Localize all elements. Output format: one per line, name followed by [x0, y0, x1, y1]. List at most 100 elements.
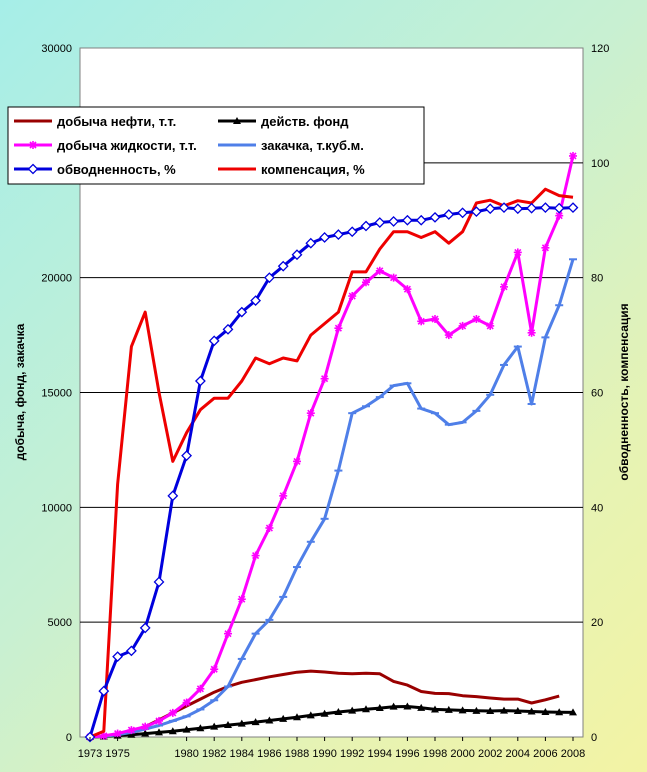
data-point-4-34: [553, 202, 565, 214]
data-point-1-20: [362, 705, 370, 713]
x-tick-label-7: 1990: [312, 748, 336, 760]
data-point-4-26: [443, 209, 455, 220]
data-point-2-13: [265, 524, 274, 533]
data-point-2-7: [182, 698, 191, 707]
data-point-2-20: [362, 278, 370, 287]
data-point-4-7: [181, 450, 193, 462]
data-point-2-28: [472, 315, 481, 324]
data-point-2-8: [196, 684, 205, 693]
data-point-4-21: [374, 217, 386, 228]
data-point-4-33: [539, 202, 551, 214]
data-point-4-12: [250, 295, 262, 307]
data-point-2-16: [306, 409, 315, 418]
x-tick-label-8: 1992: [340, 748, 364, 760]
y2-tick-label-0: 0: [591, 732, 597, 744]
data-point-4-9: [208, 335, 220, 347]
data-point-1-31: [513, 707, 522, 715]
data-point-4-6: [167, 490, 179, 502]
x-tick-label-11: 1998: [423, 748, 447, 760]
data-point-4-23: [401, 214, 413, 226]
legend-entry-0: добыча нефти, т.т.: [14, 114, 176, 129]
data-point-4-1: [98, 685, 110, 697]
legend-marker-1: [233, 117, 241, 124]
data-point-2-33: [541, 243, 550, 252]
data-point-1-16: [306, 711, 315, 719]
data-point-1-15: [293, 713, 301, 721]
data-point-2-19: [348, 292, 357, 301]
data-point-1-6: [168, 727, 177, 735]
legend-entry-1: действ. фонд: [218, 114, 349, 129]
x-tick-label-6: 1988: [285, 748, 309, 760]
legend-label-1: действ. фонд: [261, 114, 349, 129]
x-tick-label-4: 1984: [230, 748, 254, 760]
legend: добыча нефти, т.т. действ. фонд добыча жид…: [7, 106, 425, 185]
data-point-1-25: [431, 705, 439, 713]
data-point-2-15: [293, 457, 301, 466]
y2-tick-label-4: 80: [591, 273, 603, 285]
data-point-1-28: [472, 706, 481, 714]
x-tick-label-14: 2004: [506, 748, 530, 760]
series-layer: [84, 151, 579, 743]
x-tick-label-16: 2008: [561, 748, 585, 760]
data-point-2-23: [403, 285, 412, 294]
data-point-4-25: [429, 211, 441, 223]
data-point-1-21: [375, 704, 384, 712]
data-point-2-27: [458, 321, 467, 330]
legend-label-3: закачка, т.куб.м.: [261, 138, 364, 153]
data-point-1-35: [569, 708, 577, 716]
x-tick-label-2: 1980: [174, 748, 198, 760]
data-point-2-30: [500, 282, 508, 291]
data-point-1-30: [500, 706, 508, 714]
y-tick-label-0: 0: [66, 732, 72, 744]
legend-entry-5: компенсация, %: [218, 162, 365, 177]
data-point-1-27: [458, 706, 467, 714]
data-point-1-17: [320, 709, 329, 717]
series-2: [86, 151, 577, 741]
data-point-4-5: [153, 576, 165, 588]
y-tick-label-6: 30000: [41, 43, 72, 55]
data-point-1-34: [555, 708, 564, 716]
x-tick-label-10: 1996: [395, 748, 419, 760]
data-point-1-4: [141, 729, 150, 737]
data-point-4-3: [125, 645, 137, 657]
data-point-4-11: [236, 306, 248, 318]
x-tick-label-9: 1994: [368, 748, 392, 760]
data-point-4-28: [470, 206, 482, 218]
data-point-2-25: [431, 315, 439, 324]
legend-entry-3: закачка, т.куб.м.: [218, 138, 364, 153]
y2-tick-label-5: 100: [591, 158, 609, 170]
data-point-1-8: [196, 724, 205, 732]
data-point-4-4: [139, 622, 151, 634]
legend-entry-2: добыча жидкости, т.т.: [14, 138, 197, 153]
data-point-1-19: [348, 706, 357, 714]
data-point-2-14: [279, 491, 288, 500]
data-point-1-10: [224, 721, 232, 729]
data-point-2-12: [251, 551, 260, 560]
y-tick-label-4: 20000: [41, 273, 72, 285]
data-point-1-24: [417, 703, 426, 711]
data-point-4-15: [291, 249, 303, 261]
data-point-4-13: [263, 272, 275, 284]
data-point-4-18: [332, 229, 344, 241]
data-point-4-19: [346, 226, 358, 238]
data-point-2-22: [389, 273, 398, 282]
data-point-4-20: [360, 220, 372, 232]
data-point-2-6: [168, 708, 177, 717]
data-point-4-14: [277, 260, 289, 272]
data-point-2-9: [210, 665, 219, 674]
series-4: [84, 202, 579, 743]
data-point-2-11: [237, 595, 246, 604]
y2-tick-label-2: 40: [591, 502, 603, 514]
data-point-1-23: [403, 702, 412, 710]
data-point-1-18: [334, 707, 343, 715]
series-5: [89, 187, 574, 739]
data-point-1-14: [279, 714, 288, 722]
data-point-2-10: [224, 629, 232, 638]
data-point-2-5: [155, 716, 163, 725]
x-tick-label-1: 1975: [105, 748, 129, 760]
x-tick-label-12: 2000: [450, 748, 474, 760]
legend-label-2: добыча жидкости, т.т.: [57, 138, 197, 153]
data-point-2-29: [486, 321, 495, 330]
